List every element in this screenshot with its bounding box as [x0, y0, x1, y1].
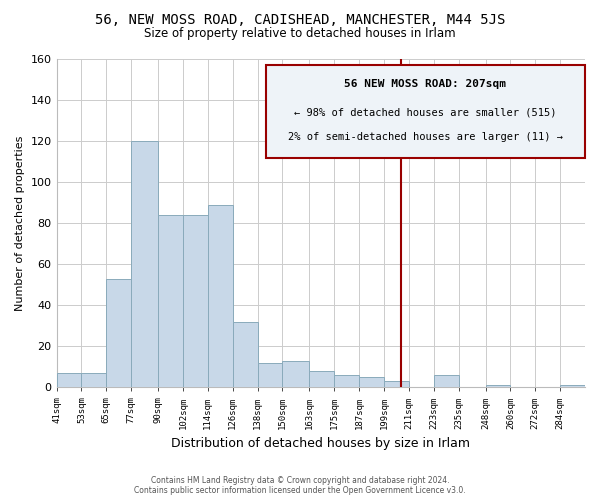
- X-axis label: Distribution of detached houses by size in Irlam: Distribution of detached houses by size …: [171, 437, 470, 450]
- Bar: [334, 375, 359, 388]
- Text: 2% of semi-detached houses are larger (11) →: 2% of semi-detached houses are larger (1…: [288, 132, 563, 142]
- Bar: [158, 215, 183, 388]
- Bar: [56, 373, 82, 388]
- Bar: [283, 360, 310, 388]
- Text: Contains HM Land Registry data © Crown copyright and database right 2024.
Contai: Contains HM Land Registry data © Crown c…: [134, 476, 466, 495]
- FancyBboxPatch shape: [266, 65, 585, 158]
- Bar: [359, 377, 384, 388]
- Y-axis label: Number of detached properties: Number of detached properties: [15, 136, 25, 311]
- Bar: [233, 322, 257, 388]
- Bar: [310, 371, 334, 388]
- Bar: [560, 386, 585, 388]
- Bar: [131, 141, 158, 388]
- Bar: [384, 381, 409, 388]
- Bar: [434, 375, 458, 388]
- Text: 56 NEW MOSS ROAD: 207sqm: 56 NEW MOSS ROAD: 207sqm: [344, 78, 506, 88]
- Bar: [82, 373, 106, 388]
- Bar: [208, 204, 233, 388]
- Text: 56, NEW MOSS ROAD, CADISHEAD, MANCHESTER, M44 5JS: 56, NEW MOSS ROAD, CADISHEAD, MANCHESTER…: [95, 12, 505, 26]
- Bar: [106, 278, 131, 388]
- Text: ← 98% of detached houses are smaller (515): ← 98% of detached houses are smaller (51…: [294, 108, 557, 118]
- Bar: [183, 215, 208, 388]
- Bar: [485, 386, 511, 388]
- Text: Size of property relative to detached houses in Irlam: Size of property relative to detached ho…: [144, 28, 456, 40]
- Bar: [257, 363, 283, 388]
